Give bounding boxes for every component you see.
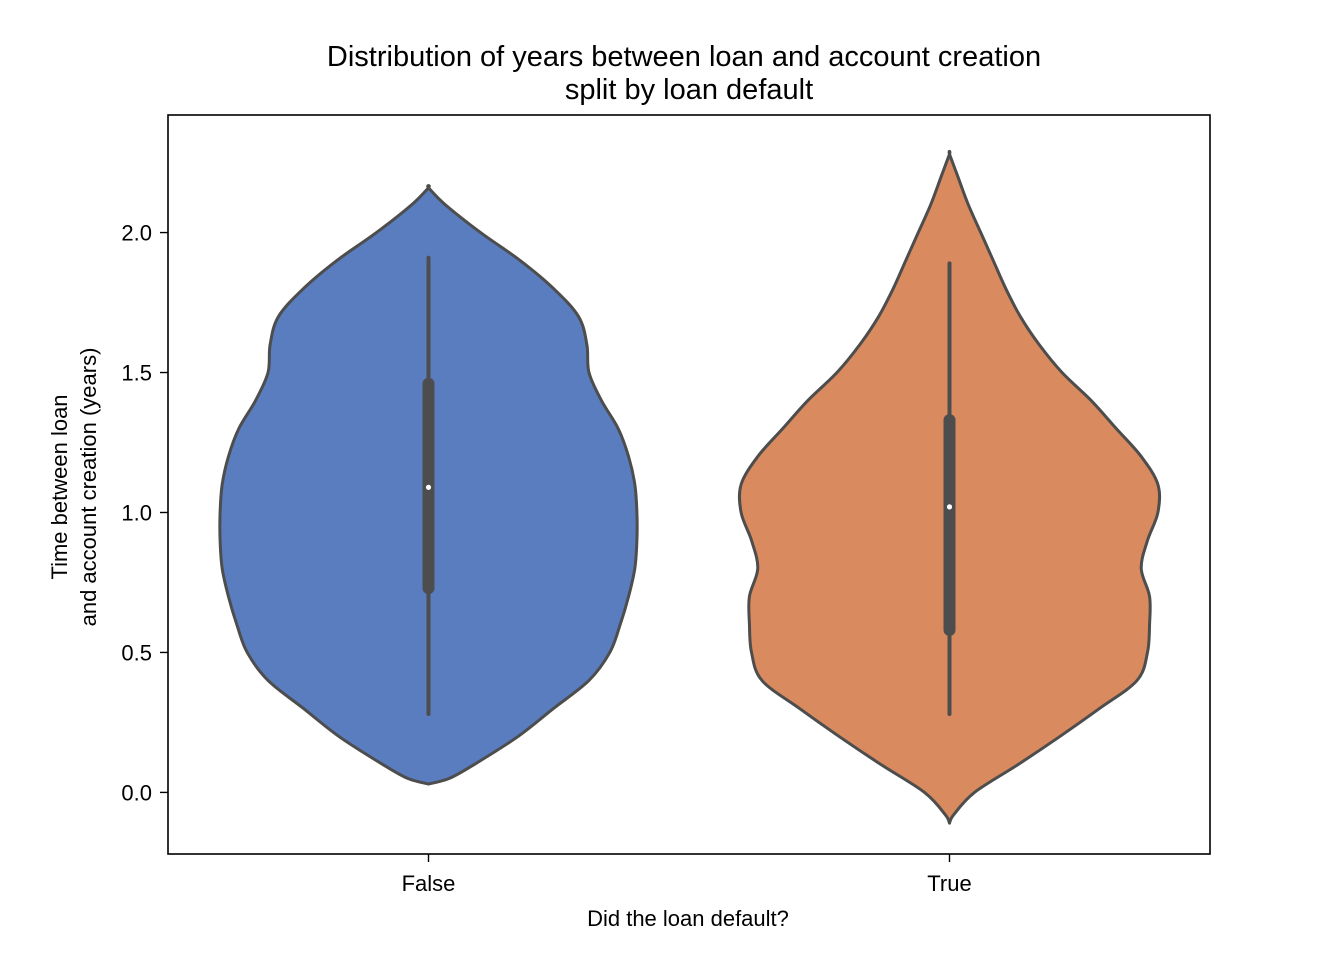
box-markers (422, 255, 956, 717)
y-tick-label: 1.5 (121, 361, 152, 386)
y-axis-label-line1: Time between loan (47, 394, 72, 579)
chart-subtitle: split by loan default (565, 74, 813, 106)
y-tick-label: 0.5 (121, 640, 152, 665)
x-tick-label-true: True (927, 871, 971, 896)
x-axis-ticks: False True (402, 854, 972, 896)
violins (218, 149, 1162, 825)
y-axis-ticks: 0.0 0.5 1.0 1.5 2.0 (121, 221, 168, 805)
y-tick-label: 2.0 (121, 221, 152, 246)
y-tick-label: 0.0 (121, 780, 152, 805)
y-axis-label: Time between loan and account creation (… (47, 348, 101, 627)
chart-title: Distribution of years between loan and a… (327, 41, 1041, 106)
y-tick-label: 1.0 (121, 500, 152, 525)
x-tick-label-false: False (402, 871, 456, 896)
x-axis-label: Did the loan default? (587, 906, 789, 931)
plot-frame (167, 114, 1211, 855)
median-dot-true (946, 504, 953, 510)
chart-title-line1: Distribution of years between loan and a… (327, 41, 1041, 73)
median-dot-false (425, 484, 432, 490)
y-axis-label-line2: and account creation (years) (76, 348, 101, 627)
